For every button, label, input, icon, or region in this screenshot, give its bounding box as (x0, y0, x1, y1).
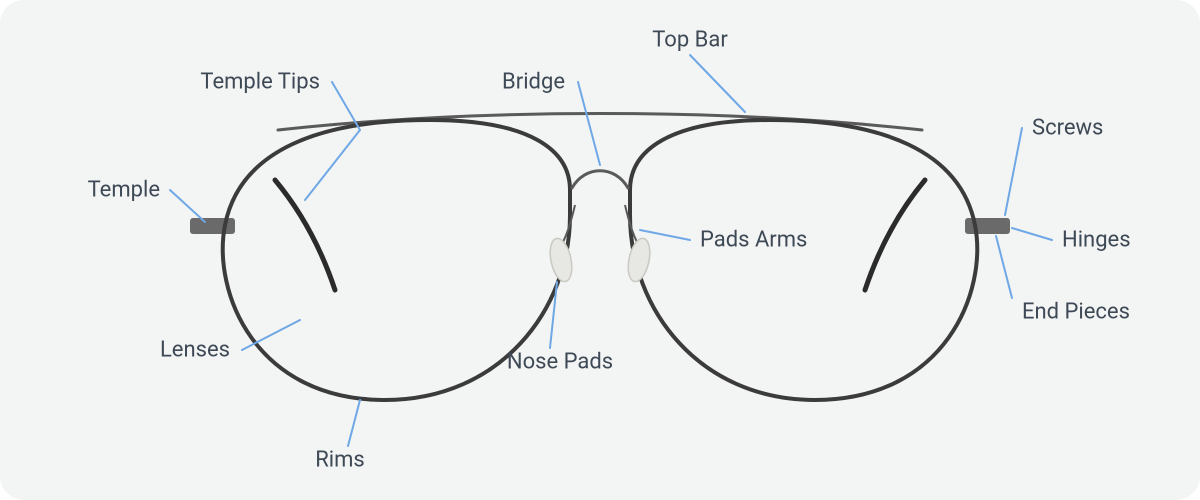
label-temple-tips: Temple Tips (200, 70, 320, 95)
leader-temple (170, 190, 205, 222)
leader-lines (0, 0, 1200, 500)
leader-nose-pads (550, 282, 557, 348)
leader-bridge (578, 82, 600, 165)
leader-rims (348, 400, 360, 446)
leader-lenses (242, 320, 300, 350)
leader-hinges (1012, 228, 1052, 240)
label-end-pieces: End Pieces (1022, 300, 1130, 325)
glasses-illustration (0, 0, 1200, 500)
label-nose-pads: Nose Pads (507, 350, 613, 375)
leader-top-bar (690, 55, 745, 112)
leader-pads-arms (640, 230, 690, 240)
label-temple: Temple (88, 178, 160, 203)
leader-screws (1005, 128, 1022, 215)
label-top-bar: Top Bar (652, 28, 728, 53)
leader-end-pieces (996, 236, 1012, 298)
label-rims: Rims (315, 448, 365, 473)
label-bridge: Bridge (502, 70, 565, 95)
leader-temple-tips (305, 82, 360, 200)
label-pads-arms: Pads Arms (700, 228, 807, 253)
diagram-canvas: Top Bar Bridge Temple Tips Temple Lenses Rims… (0, 0, 1200, 500)
label-lenses: Lenses (160, 338, 230, 363)
label-hinges: Hinges (1062, 228, 1131, 253)
label-screws: Screws (1032, 116, 1103, 141)
